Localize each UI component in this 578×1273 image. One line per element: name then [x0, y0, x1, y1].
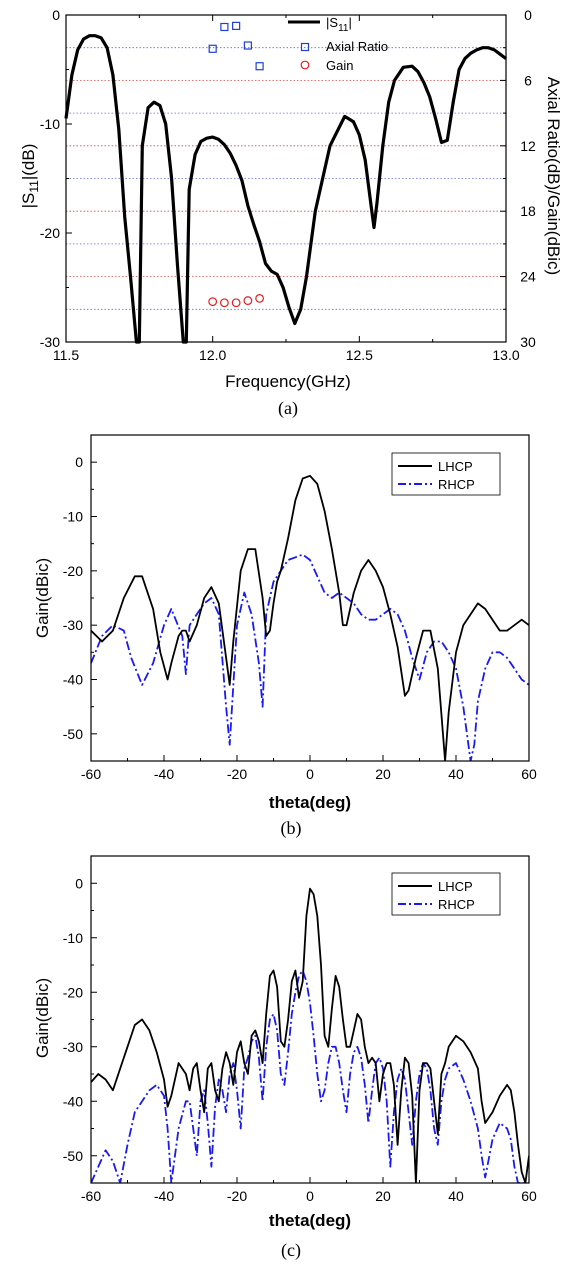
legend-axial-ratio-swatch [300, 42, 310, 52]
axial-ratio-point [220, 22, 229, 32]
panel-c-y-axis-label: Gain(dBic) [33, 978, 52, 1058]
gain-point [255, 294, 265, 303]
gain-point [219, 298, 229, 308]
y-tick-label: -20 [63, 984, 83, 1000]
panel-b-caption: (b) [281, 818, 302, 839]
gain-point [208, 297, 218, 307]
y2-tick-label: 12 [520, 138, 536, 154]
x-tick-label: 11.5 [53, 347, 79, 363]
y-tick-label: -20 [40, 225, 60, 241]
y-tick-label: 0 [75, 454, 83, 470]
s11-curve-group [64, 34, 507, 344]
legend-box [391, 452, 501, 496]
x-tick-label: -40 [154, 1188, 174, 1204]
x-tick-label: 60 [521, 1188, 537, 1204]
x-tick-label: -60 [81, 1188, 101, 1204]
legend-gain-swatch [300, 60, 310, 70]
legend-rhcp-label: RHCP [438, 897, 475, 912]
panel-c-x-axis-label: theta(deg) [269, 1211, 351, 1230]
y-tick-label: -50 [63, 1148, 83, 1164]
x-tick-label: 12.0 [199, 347, 226, 363]
panel-a-ticks: 11.5 12.0 12.5 13.0 0 -10 -20 -30 0 6 12 18 24 30 [40, 7, 536, 363]
s11-line [64, 34, 507, 344]
panel-a-x-axis-label: Frequency(GHz) [225, 372, 351, 391]
x-tick-label: -40 [154, 766, 174, 782]
x-tick-label: 13.0 [492, 347, 519, 363]
y2-tick-label: 6 [524, 72, 532, 88]
panel-c-series-group [91, 887, 529, 1183]
legend-gain-label: Gain [326, 58, 353, 73]
y-tick-label: -20 [63, 563, 83, 579]
x-tick-label: 20 [375, 1188, 391, 1204]
x-tick-label: 0 [306, 1188, 314, 1204]
y-tick-label: -30 [63, 1039, 83, 1055]
panel-c-chart: -60 -40 -20 0 20 40 60 0 -10 -20 -30 -40 -50 LHCP RH… [33, 855, 537, 1261]
axial-ratio-point [208, 44, 217, 53]
panel-c-ticks: -60 -40 -20 0 20 40 60 0 -10 -20 -30 -40 -50 [63, 855, 537, 1204]
panel-c-caption: (c) [281, 1240, 301, 1261]
panel-a-chart: 11.5 12.0 12.5 13.0 0 -10 -20 -30 0 6 12 18 24 30 |S1… [19, 7, 563, 419]
axial-ratio-point [243, 41, 252, 50]
y-tick-label: -10 [40, 116, 60, 132]
y-tick-label: -10 [63, 509, 83, 525]
y-tick-label: -10 [63, 930, 83, 946]
legend-rhcp-label: RHCP [438, 477, 475, 492]
panel-c-legend: LHCP RHCP [391, 872, 501, 916]
x-tick-label: 0 [306, 766, 314, 782]
axial-ratio-point [255, 62, 264, 71]
x-tick-label: 40 [448, 1188, 464, 1204]
panel-b-series-group [91, 474, 529, 761]
x-tick-label: 12.5 [346, 347, 373, 363]
y-tick-label: -50 [63, 726, 83, 742]
y-tick-label: -40 [63, 672, 83, 688]
y2-tick-label: 24 [520, 269, 536, 285]
y-tick-label: -30 [63, 617, 83, 633]
panel-b-ticks: -60 -40 -20 0 20 40 60 0 -10 -20 -30 -40 -50 [63, 434, 537, 782]
x-tick-label: -20 [227, 766, 247, 782]
panel-b-legend: LHCP RHCP [391, 452, 501, 496]
axial-ratio-gain-markers [208, 21, 265, 308]
panel-a-legend: |S11| Axial Ratio Gain [288, 15, 388, 73]
panel-a-y2-axis-label: Axial Ratio(dB)/Gain(dBic) [544, 77, 563, 275]
y-tick-label: 0 [75, 875, 83, 891]
x-tick-label: 20 [375, 766, 391, 782]
panel-b-chart: -60 -40 -20 0 20 40 60 0 -10 -20 -30 -40 -50 LHCP RH… [33, 434, 537, 839]
x-tick-label: -20 [227, 1188, 247, 1204]
axial-ratio-gridlines [66, 47, 506, 310]
legend-box [391, 872, 501, 916]
panel-b-y-axis-label: Gain(dBic) [33, 558, 52, 638]
rhcp-line [91, 553, 529, 761]
panel-b-x-axis-label: theta(deg) [269, 793, 351, 812]
legend-s11-label: |S11| [326, 15, 352, 34]
rhcp-line [91, 969, 529, 1183]
y-tick-label: -40 [63, 1093, 83, 1109]
x-tick-label: 60 [521, 766, 537, 782]
legend-axial-ratio-label: Axial Ratio [326, 39, 388, 54]
y-tick-label: -30 [40, 334, 60, 350]
y2-tick-label: 18 [520, 203, 536, 219]
y-tick-label: 0 [52, 7, 60, 23]
lhcp-line [91, 887, 529, 1183]
x-tick-label: -60 [81, 766, 101, 782]
legend-lhcp-label: LHCP [438, 879, 473, 894]
y2-tick-label: 0 [524, 7, 532, 23]
lhcp-line [91, 474, 529, 761]
x-tick-label: 40 [448, 766, 464, 782]
panel-a-y-axis-label: |S11|(dB) [19, 144, 41, 209]
gain-point [243, 296, 253, 305]
y2-tick-label: 30 [520, 334, 536, 350]
axial-ratio-point [232, 21, 241, 30]
legend-lhcp-label: LHCP [438, 459, 473, 474]
panel-a-caption: (a) [278, 398, 298, 419]
gain-point [231, 298, 241, 308]
